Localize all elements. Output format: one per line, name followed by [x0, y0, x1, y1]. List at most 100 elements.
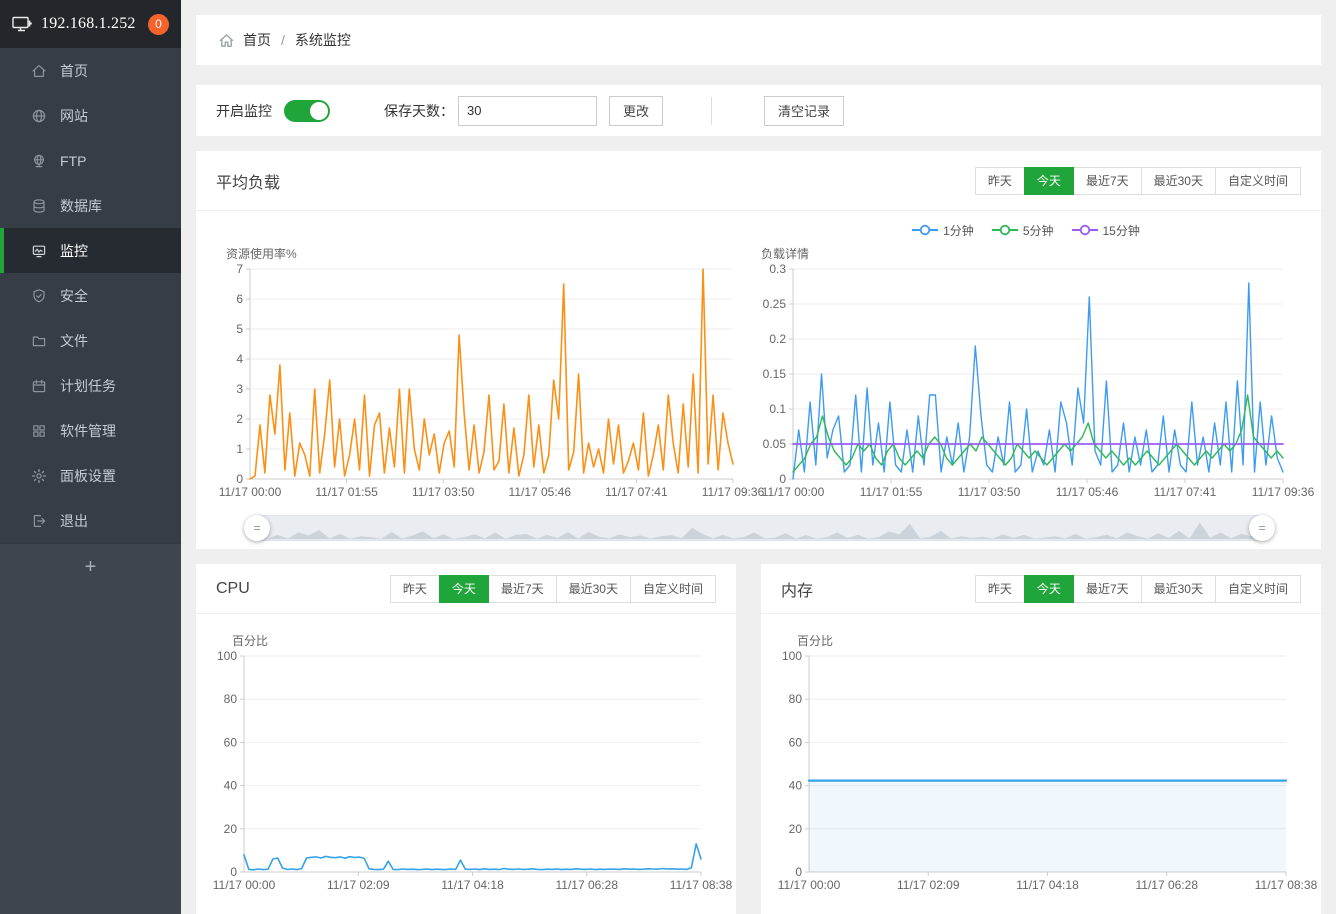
datazoom-right-handle[interactable]: = [1249, 515, 1275, 541]
home-icon [218, 32, 235, 49]
memory-section-title: 内存 [781, 577, 813, 601]
legend-label: 5分钟 [1023, 222, 1054, 239]
monitor-icon [31, 243, 47, 259]
legend-marker-icon [992, 224, 1018, 236]
shield-icon [31, 288, 47, 304]
time-button-memory[interactable]: 最近7天 [1073, 575, 1142, 603]
svg-text:11/17 00:00: 11/17 00:00 [213, 878, 276, 892]
breadcrumb-current: 系统监控 [295, 30, 351, 50]
cpu-section: CPU 昨天今天最近7天最近30天自定义时间 百分比 0204060801001… [196, 564, 736, 914]
sidebar-item-shield[interactable]: 安全 [0, 273, 181, 318]
svg-text:11/17 04:18: 11/17 04:18 [1016, 878, 1079, 892]
svg-text:0.05: 0.05 [763, 437, 787, 451]
time-button-load[interactable]: 昨天 [975, 167, 1025, 195]
sidebar-item-label: 面板设置 [60, 466, 116, 486]
sidebar-item-gear[interactable]: 面板设置 [0, 453, 181, 498]
server-ip: 192.168.1.252 [41, 15, 136, 33]
load-detail-chart: 00.050.10.150.20.250.311/17 00:0011/17 0… [751, 263, 1291, 501]
monitor-controls: 开启监控 保存天数： 更改 清空记录 [196, 85, 1321, 136]
time-button-cpu[interactable]: 今天 [439, 575, 489, 603]
ftp-icon [31, 153, 47, 169]
message-count-badge[interactable]: 0 [148, 14, 169, 35]
svg-text:11/17 00:00: 11/17 00:00 [762, 485, 825, 499]
svg-text:100: 100 [782, 649, 802, 663]
sidebar-item-calendar[interactable]: 计划任务 [0, 363, 181, 408]
breadcrumb-home-link[interactable]: 首页 [243, 30, 271, 50]
legend-item[interactable]: 5分钟 [992, 222, 1054, 239]
time-button-load[interactable]: 最近30天 [1141, 167, 1216, 195]
legend-item[interactable]: 1分钟 [912, 222, 974, 239]
clear-records-button[interactable]: 清空记录 [764, 96, 844, 126]
svg-text:11/17 00:00: 11/17 00:00 [219, 485, 282, 499]
time-button-load[interactable]: 今天 [1024, 167, 1074, 195]
sidebar-item-globe[interactable]: 网站 [0, 93, 181, 138]
svg-text:11/17 08:38: 11/17 08:38 [1255, 878, 1318, 892]
save-days-label: 保存天数： [384, 101, 454, 121]
svg-text:0: 0 [779, 472, 786, 486]
time-button-memory[interactable]: 最近30天 [1141, 575, 1216, 603]
svg-text:5: 5 [236, 322, 243, 336]
time-button-load[interactable]: 最近7天 [1073, 167, 1142, 195]
time-button-memory[interactable]: 自定义时间 [1215, 575, 1301, 603]
monitor-toggle-label: 开启监控 [216, 101, 272, 121]
legend-item[interactable]: 15分钟 [1072, 222, 1140, 239]
svg-text:11/17 04:18: 11/17 04:18 [441, 878, 504, 892]
svg-text:11/17 06:28: 11/17 06:28 [1135, 878, 1198, 892]
svg-text:4: 4 [236, 352, 243, 366]
datazoom-row: = = [216, 509, 1301, 549]
time-button-load[interactable]: 自定义时间 [1215, 167, 1301, 195]
time-button-memory[interactable]: 昨天 [975, 575, 1025, 603]
memory-section-header: 内存 昨天今天最近7天最近30天自定义时间 [761, 564, 1321, 614]
sidebar-item-database[interactable]: 数据库 [0, 183, 181, 228]
sidebar-menu: 首页网站 FTP 数据库监控安全文件计划任务软件管理面板设置退出 [0, 48, 181, 543]
monitor-toggle[interactable] [284, 100, 330, 122]
svg-text:20: 20 [789, 822, 803, 836]
cpu-chart: 02040608010011/17 00:0011/17 02:0911/17 … [204, 650, 709, 894]
sidebar-item-label: 数据库 [60, 196, 102, 216]
svg-text:7: 7 [236, 262, 243, 276]
sidebar-item-ftp[interactable]: FTP [0, 138, 181, 183]
svg-text:100: 100 [217, 649, 237, 663]
datazoom-left-handle[interactable]: = [244, 515, 270, 541]
load-section-header: 平均负载 昨天今天最近7天最近30天自定义时间 [196, 151, 1321, 211]
legend-marker-icon [1072, 224, 1098, 236]
svg-text:11/17 02:09: 11/17 02:09 [327, 878, 390, 892]
legend-label: 1分钟 [943, 222, 974, 239]
sidebar-item-home[interactable]: 首页 [0, 48, 181, 93]
sidebar-item-monitor[interactable]: 监控 [0, 228, 181, 273]
change-button[interactable]: 更改 [609, 96, 663, 126]
svg-text:0.1: 0.1 [769, 402, 786, 416]
svg-text:11/17 01:55: 11/17 01:55 [315, 485, 378, 499]
load-usage-chart-title: 资源使用率% [226, 245, 751, 263]
sidebar-header: 192.168.1.252 0 [0, 0, 181, 48]
save-days-input[interactable] [458, 96, 597, 126]
datazoom-track[interactable]: = = [256, 515, 1263, 541]
svg-text:11/17 09:36: 11/17 09:36 [1252, 485, 1315, 499]
cpu-section-header: CPU 昨天今天最近7天最近30天自定义时间 [196, 564, 736, 614]
svg-text:2: 2 [236, 412, 243, 426]
load-section: 平均负载 昨天今天最近7天最近30天自定义时间 资源使用率% 012345671… [196, 151, 1321, 549]
sidebar-item-grid[interactable]: 软件管理 [0, 408, 181, 453]
svg-text:40: 40 [789, 779, 803, 793]
sidebar-item-folder[interactable]: 文件 [0, 318, 181, 363]
sidebar-item-logout[interactable]: 退出 [0, 498, 181, 543]
memory-chart: 02040608010011/17 00:0011/17 02:0911/17 … [769, 650, 1294, 894]
load-detail-chart-title: 负载详情 [761, 245, 1301, 263]
add-menu-button[interactable]: + [71, 554, 111, 581]
svg-text:11/17 07:41: 11/17 07:41 [1154, 485, 1217, 499]
time-button-cpu[interactable]: 自定义时间 [630, 575, 716, 603]
time-button-cpu[interactable]: 昨天 [390, 575, 440, 603]
svg-text:11/17 02:09: 11/17 02:09 [897, 878, 960, 892]
bottom-row: CPU 昨天今天最近7天最近30天自定义时间 百分比 0204060801001… [196, 564, 1321, 914]
time-button-cpu[interactable]: 最近30天 [556, 575, 631, 603]
sidebar-footer: + [0, 543, 181, 914]
sidebar-item-label: 网站 [60, 106, 88, 126]
svg-text:60: 60 [224, 735, 238, 749]
time-button-cpu[interactable]: 最近7天 [488, 575, 557, 603]
time-button-memory[interactable]: 今天 [1024, 575, 1074, 603]
server-monitor-icon [12, 16, 32, 32]
sidebar-item-label: FTP [60, 153, 86, 169]
svg-text:20: 20 [224, 822, 238, 836]
svg-text:11/17 03:50: 11/17 03:50 [958, 485, 1021, 499]
svg-text:11/17 01:55: 11/17 01:55 [860, 485, 923, 499]
